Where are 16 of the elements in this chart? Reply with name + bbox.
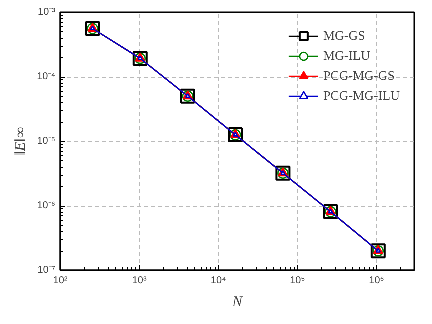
x-tick-label: 10⁴ xyxy=(210,276,226,286)
y-tick-label: 10⁻⁴ xyxy=(37,72,56,82)
legend-label: PCG-MG-ILU xyxy=(323,88,400,104)
legend-label: PCG-MG-GS xyxy=(323,68,395,84)
x-tick-label: 10⁵ xyxy=(290,276,306,286)
x-tick-label: 10² xyxy=(53,276,68,286)
x-axis-title: N xyxy=(232,294,244,310)
y-tick-label: 10⁻³ xyxy=(38,7,56,18)
legend-label: MG-ILU xyxy=(323,48,370,64)
legend-label: MG-GS xyxy=(323,28,366,44)
y-tick-label: 10⁻⁵ xyxy=(37,136,56,147)
y-axis-title: ‖E‖∞ xyxy=(13,127,30,156)
y-tick-label: 10⁻⁶ xyxy=(37,200,56,212)
x-tick-label: 10⁶ xyxy=(369,276,384,286)
x-tick-label: 10³ xyxy=(132,276,148,286)
y-tick-label: 10⁻⁷ xyxy=(38,265,56,276)
